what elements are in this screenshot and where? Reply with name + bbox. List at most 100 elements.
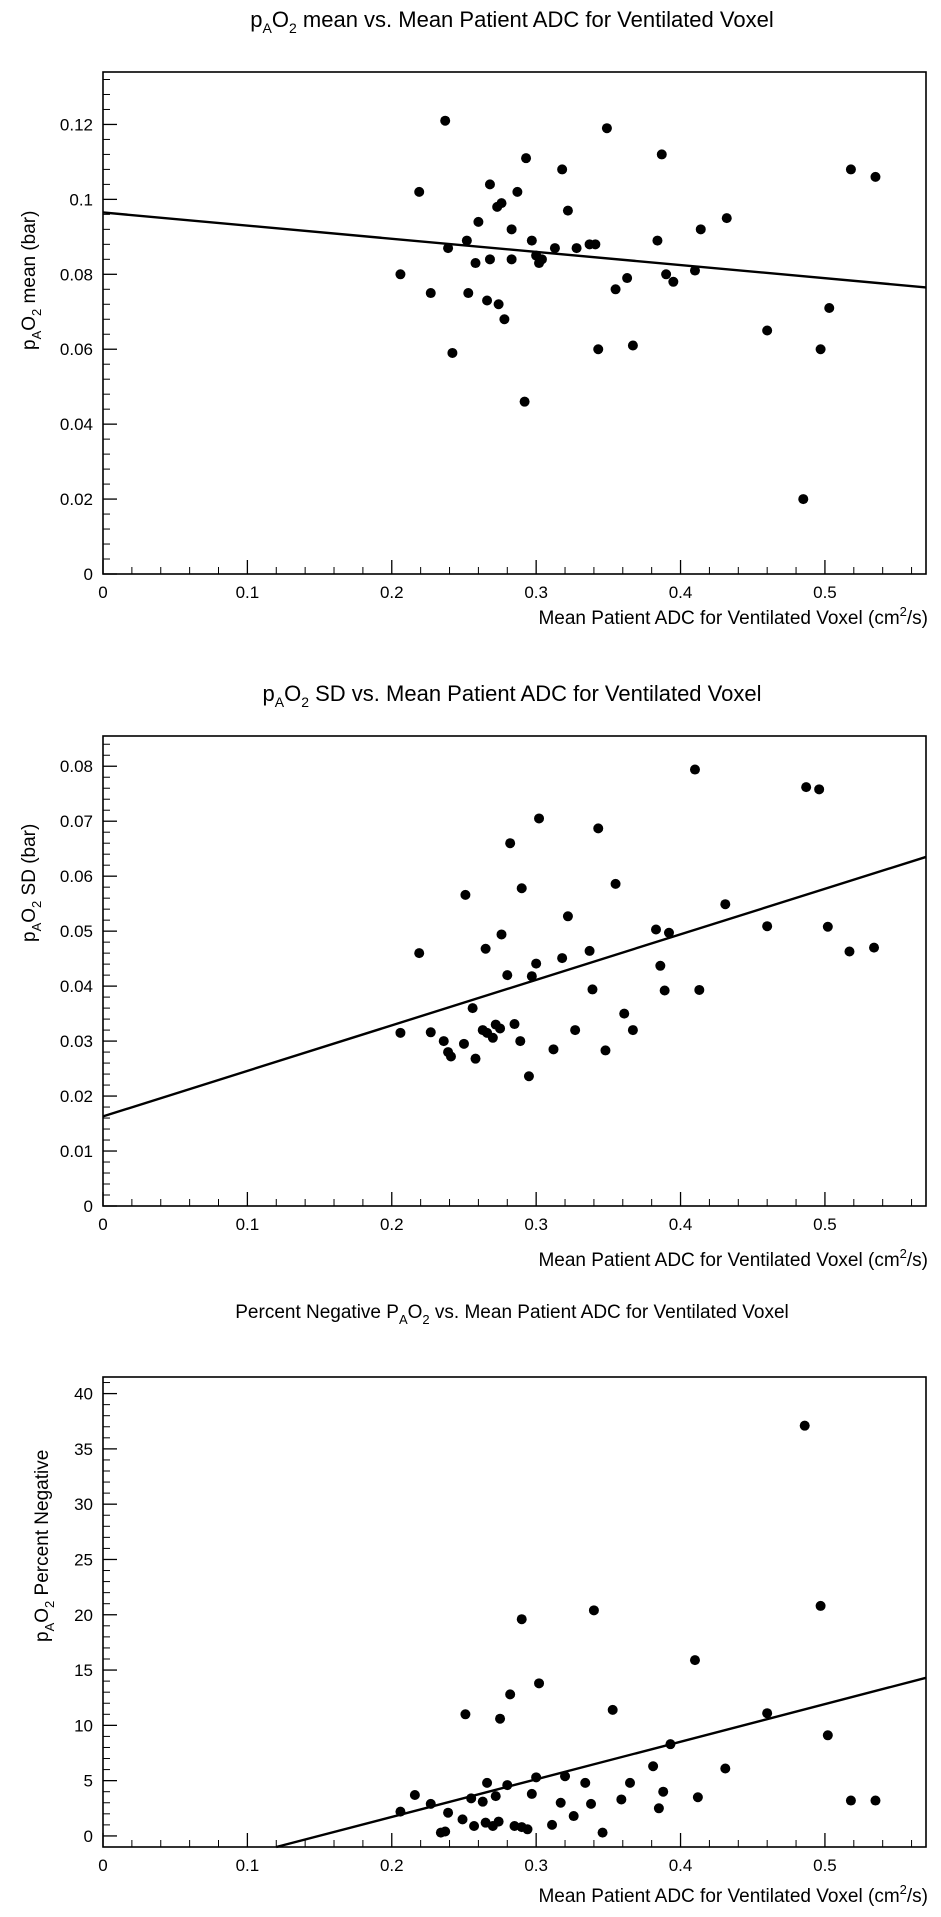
x-tick-label: 0.3 [524, 583, 548, 602]
data-point [482, 295, 493, 306]
data-point [655, 960, 666, 971]
data-point [593, 823, 604, 834]
data-point [522, 1824, 533, 1835]
ylabel-subscript: A [29, 330, 44, 339]
data-point [447, 347, 458, 358]
y-tick-label: 0.06 [60, 340, 93, 359]
data-point [425, 1798, 436, 1809]
xlabel-part: Mean Patient ADC for Ventilated Voxel (c… [538, 1250, 899, 1271]
data-point [815, 344, 826, 355]
data-point [440, 115, 451, 126]
data-point [506, 254, 517, 265]
y-tick-label: 0 [84, 1197, 93, 1216]
data-point [526, 235, 537, 246]
plot-layer: 0 0.1 0.2 0.3 0.4 0.5 0 5 10 15 20 25 30 35 40 [74, 1376, 927, 1875]
data-point [798, 494, 809, 505]
title-part: O [284, 681, 301, 706]
data-point [663, 927, 674, 938]
ylabel-subscript: 2 [42, 1601, 57, 1608]
title-part: p [250, 7, 262, 32]
y-tick-label: 0.01 [60, 1142, 93, 1161]
x-tick-label: 0.5 [813, 1856, 837, 1875]
data-point [425, 288, 436, 299]
xlabel-part: Mean Patient ADC for Ventilated Voxel (c… [538, 608, 899, 629]
y-tick-label: 0 [84, 1827, 93, 1846]
data-point [496, 198, 507, 209]
y-tick-label: 0.04 [60, 977, 93, 996]
data-point [495, 1713, 506, 1724]
data-point [695, 224, 706, 235]
y-tick-label: 0.05 [60, 922, 93, 941]
x-tick-label: 0.1 [236, 1215, 260, 1234]
y-tick-label: 20 [74, 1606, 93, 1625]
data-point [487, 1032, 498, 1043]
y-tick-label: 25 [74, 1550, 93, 1569]
x-tick-label: 0 [98, 1856, 107, 1875]
data-point [586, 1798, 597, 1809]
data-point [496, 929, 507, 940]
data-point [470, 258, 481, 269]
data-point [395, 269, 406, 280]
xlabel-part: /s) [907, 1250, 928, 1271]
data-point [600, 1045, 611, 1056]
title-part: mean vs. Mean Patient ADC for Ventilated… [297, 7, 774, 32]
y-tick-label: 10 [74, 1716, 93, 1735]
data-point [493, 1816, 504, 1827]
data-point [845, 164, 856, 175]
data-point [463, 288, 474, 299]
x-tick-label: 0 [98, 583, 107, 602]
y-tick-label: 0.02 [60, 490, 93, 509]
ylabel-subscript: 2 [29, 309, 44, 316]
data-point [484, 254, 495, 265]
data-point [467, 1003, 478, 1014]
data-point [523, 1071, 534, 1082]
data-point [571, 243, 582, 254]
data-point [414, 948, 425, 959]
x-tick-label: 0.3 [524, 1215, 548, 1234]
data-point [480, 943, 491, 954]
data-point [440, 1826, 451, 1837]
ylabel-subscript: 2 [29, 901, 44, 908]
data-point [721, 213, 732, 224]
data-point [590, 239, 601, 250]
fit-line [275, 1676, 927, 1849]
ylabel-part: O [32, 1608, 53, 1623]
pao2-sd-scatter-chart: pAO2 SD vs. Mean Patient ADC for Ventila… [19, 681, 928, 1271]
data-point [490, 1791, 501, 1802]
plot-frame [102, 1376, 927, 1848]
data-point [484, 179, 495, 190]
title-part: Percent Negative P [235, 1302, 399, 1323]
data-point [607, 1704, 618, 1715]
y-tick-label: 0.04 [60, 415, 93, 434]
y-tick-label: 40 [74, 1385, 93, 1404]
data-point [505, 838, 516, 849]
data-point [844, 946, 855, 957]
xlabel-part: /s) [907, 1886, 928, 1907]
data-point [720, 1763, 731, 1774]
plot-frame [102, 71, 927, 575]
data-point [824, 303, 835, 314]
data-point [580, 1777, 591, 1788]
data-point [616, 1794, 627, 1805]
data-point [473, 216, 484, 227]
data-point [627, 1025, 638, 1036]
y-tick-label: 0.02 [60, 1087, 93, 1106]
data-point [457, 1814, 468, 1825]
data-point [627, 340, 638, 351]
ylabel-part: p [19, 931, 40, 942]
data-point [505, 1689, 516, 1700]
plot-layer: 0 0.1 0.2 0.3 0.4 0.5 0 0.02 0.04 0.06 0.08 0.1 0.12 [60, 71, 927, 602]
pao2-mean-scatter-chart: pAO2 mean vs. Mean Patient ADC for Venti… [19, 7, 928, 629]
chart-panel-1: pAO2 mean vs. Mean Patient ADC for Venti… [0, 0, 941, 636]
data-point [652, 235, 663, 246]
data-point [534, 1678, 545, 1689]
y-tick-label: 0.07 [60, 812, 93, 831]
title-part: O [408, 1302, 423, 1323]
xlabel-superscript: 2 [900, 1882, 907, 1897]
data-point [482, 1777, 493, 1788]
y-tick-label: 0 [84, 565, 93, 584]
data-point [845, 1795, 856, 1806]
data-point [822, 921, 833, 932]
ylabel-part: O [19, 908, 40, 923]
data-point [815, 1600, 826, 1611]
